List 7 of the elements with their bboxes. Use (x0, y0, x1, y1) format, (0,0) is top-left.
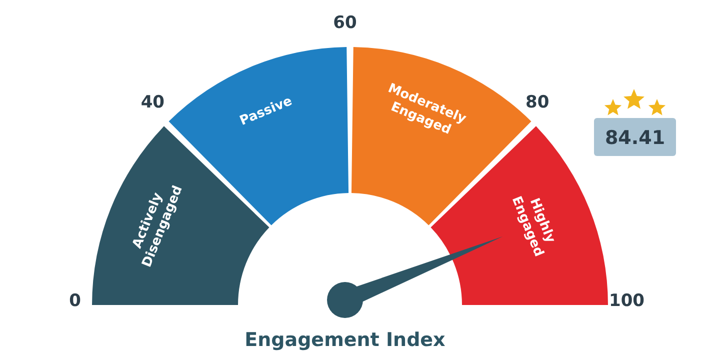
text: 100 (609, 291, 645, 311)
text: 0 (69, 291, 82, 311)
text: Engagement Index (244, 329, 446, 351)
text: 60 (333, 13, 357, 33)
text: 84.41 (604, 127, 666, 149)
text: 80 (525, 92, 550, 113)
text: 40 (140, 92, 165, 113)
